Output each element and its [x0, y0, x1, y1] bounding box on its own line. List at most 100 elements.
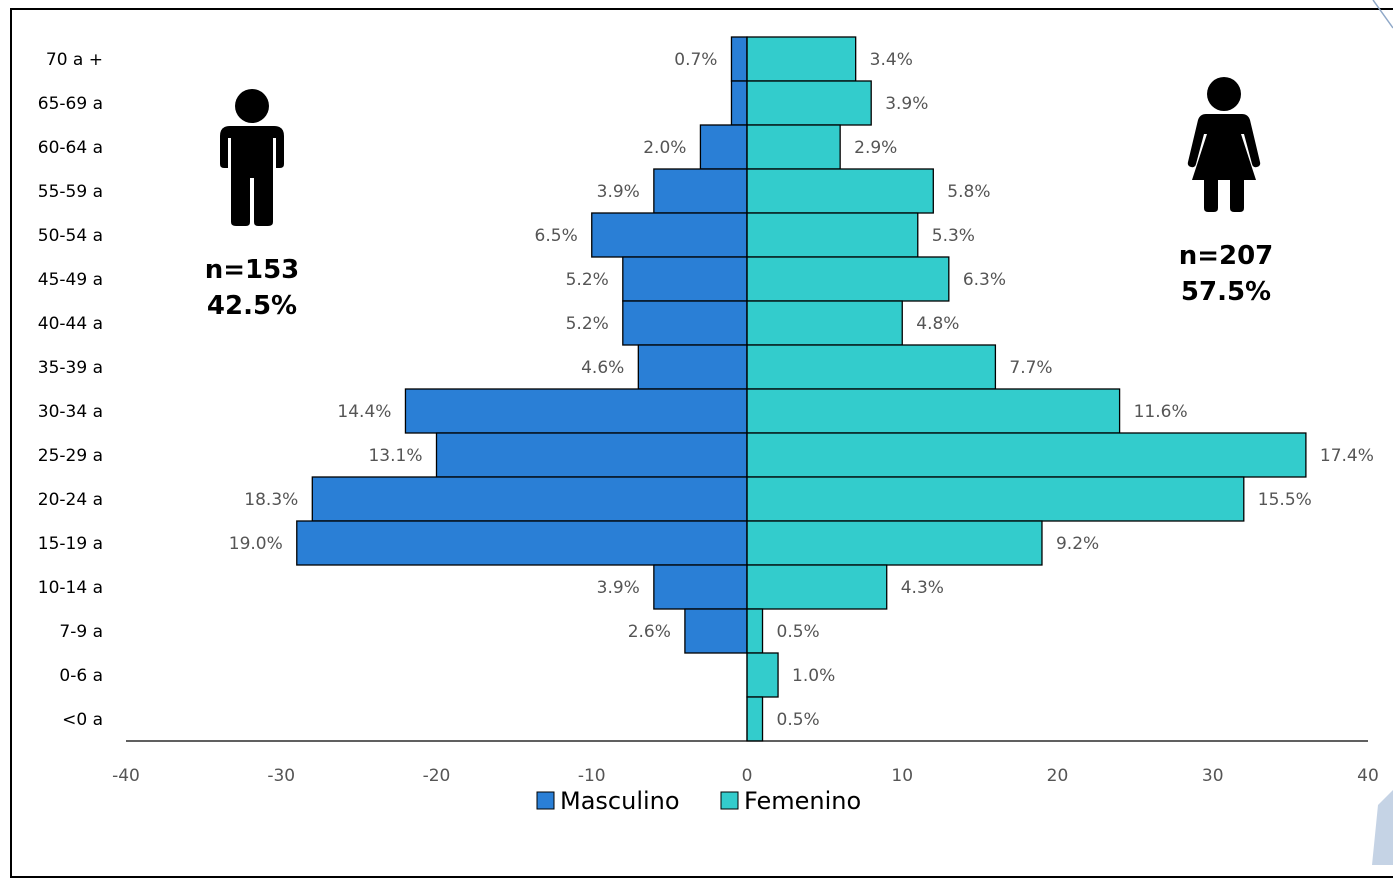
data-label: 7.7% — [1009, 358, 1052, 378]
data-label: 0.5% — [777, 710, 820, 730]
bar-femenino — [746, 300, 903, 346]
legend-swatch-masculino — [536, 791, 555, 810]
legend-label-femenino: Femenino — [744, 787, 861, 815]
bar-masculino — [404, 388, 748, 434]
data-label: 0.5% — [777, 622, 820, 642]
data-label: 5.2% — [566, 314, 609, 334]
category-label: 50-54 a — [38, 226, 103, 246]
data-label: 14.4% — [337, 402, 391, 422]
slide-decoration — [1372, 0, 1393, 865]
x-tick-label: 10 — [891, 766, 913, 786]
x-tick-label: -10 — [578, 766, 606, 786]
data-label: 5.8% — [947, 182, 990, 202]
bar-femenino — [746, 652, 779, 698]
data-label: 18.3% — [244, 490, 298, 510]
category-label: 40-44 a — [38, 314, 103, 334]
bar-femenino — [746, 212, 919, 258]
category-labels: 70 a + 65-69 a 60-64 a 55-59 a 50-54 a 45-49 … — [38, 50, 103, 730]
bar-masculino — [684, 608, 748, 654]
bar-femenino — [746, 696, 764, 742]
category-label: 0-6 a — [59, 666, 103, 686]
bar-femenino — [746, 564, 888, 610]
data-label: 6.5% — [535, 226, 578, 246]
man-icon — [220, 89, 284, 226]
legend-swatch-femenino — [720, 791, 739, 810]
category-label: 7-9 a — [59, 622, 103, 642]
data-label: 5.2% — [566, 270, 609, 290]
bar-femenino — [746, 36, 857, 82]
category-label: 70 a + — [46, 50, 103, 70]
category-label: 30-34 a — [38, 402, 103, 422]
category-label: 20-24 a — [38, 490, 103, 510]
x-tick-label: 0 — [742, 766, 753, 786]
bar-femenino — [746, 388, 1121, 434]
data-label: 2.9% — [854, 138, 897, 158]
bar-masculino — [637, 344, 748, 390]
category-label: 15-19 a — [38, 534, 103, 554]
bar-femenino — [746, 432, 1307, 478]
data-label: 11.6% — [1134, 402, 1188, 422]
data-label: 2.6% — [628, 622, 671, 642]
data-label: 15.5% — [1258, 490, 1312, 510]
category-label: <0 a — [62, 710, 103, 730]
data-label: 3.9% — [597, 182, 640, 202]
category-label: 25-29 a — [38, 446, 103, 466]
bar-masculino — [622, 256, 748, 302]
bar-masculino — [435, 432, 748, 478]
category-label: 35-39 a — [38, 358, 103, 378]
bar-masculino — [622, 300, 748, 346]
bars-layer — [296, 36, 1307, 742]
bar-femenino — [746, 80, 872, 126]
bar-masculino — [311, 476, 748, 522]
male-n: n=153 — [205, 255, 300, 285]
data-label: 6.3% — [963, 270, 1006, 290]
data-label: 2.0% — [643, 138, 686, 158]
female-pct: 57.5% — [1181, 277, 1271, 307]
x-tick-label: 20 — [1047, 766, 1069, 786]
x-axis: -40 -30 -20 -10 0 10 20 30 40 — [112, 37, 1379, 786]
data-label: 4.6% — [581, 358, 624, 378]
x-tick-label: -20 — [423, 766, 451, 786]
woman-icon — [1187, 77, 1261, 212]
category-label: 65-69 a — [38, 94, 103, 114]
bar-masculino — [653, 168, 748, 214]
bar-masculino — [653, 564, 748, 610]
data-label: 13.1% — [368, 446, 422, 466]
male-pct: 42.5% — [207, 291, 297, 321]
category-label: 45-49 a — [38, 270, 103, 290]
female-n: n=207 — [1179, 241, 1274, 271]
bar-femenino — [746, 520, 1043, 566]
x-tick-label: 30 — [1202, 766, 1224, 786]
bar-femenino — [746, 476, 1245, 522]
category-label: 55-59 a — [38, 182, 103, 202]
value-labels: 0.7% 3.4% 3.9% 2.0% 2.9% 3.9% 5.8% 6.5% 5.3% 5.2%… — [229, 50, 1374, 730]
bar-femenino — [746, 608, 764, 654]
bar-femenino — [746, 124, 841, 170]
data-label: 3.9% — [597, 578, 640, 598]
data-label: 1.0% — [792, 666, 835, 686]
data-label: 5.3% — [932, 226, 975, 246]
bar-masculino — [699, 124, 748, 170]
bar-femenino — [746, 168, 934, 214]
bar-masculino — [730, 80, 748, 126]
data-label: 3.9% — [885, 94, 928, 114]
data-label: 19.0% — [229, 534, 283, 554]
bar-masculino — [591, 212, 748, 258]
data-label: 4.3% — [901, 578, 944, 598]
bar-masculino — [296, 520, 748, 566]
data-label: 4.8% — [916, 314, 959, 334]
legend: Masculino Femenino — [536, 787, 861, 815]
x-tick-label: -40 — [112, 766, 140, 786]
category-label: 10-14 a — [38, 578, 103, 598]
x-tick-label: 40 — [1357, 766, 1379, 786]
data-label: 17.4% — [1320, 446, 1374, 466]
legend-label-masculino: Masculino — [560, 787, 680, 815]
bar-masculino — [730, 36, 748, 82]
data-label: 0.7% — [674, 50, 717, 70]
data-label: 3.4% — [870, 50, 913, 70]
category-label: 60-64 a — [38, 138, 103, 158]
bar-femenino — [746, 256, 950, 302]
bar-femenino — [746, 344, 997, 390]
data-label: 9.2% — [1056, 534, 1099, 554]
